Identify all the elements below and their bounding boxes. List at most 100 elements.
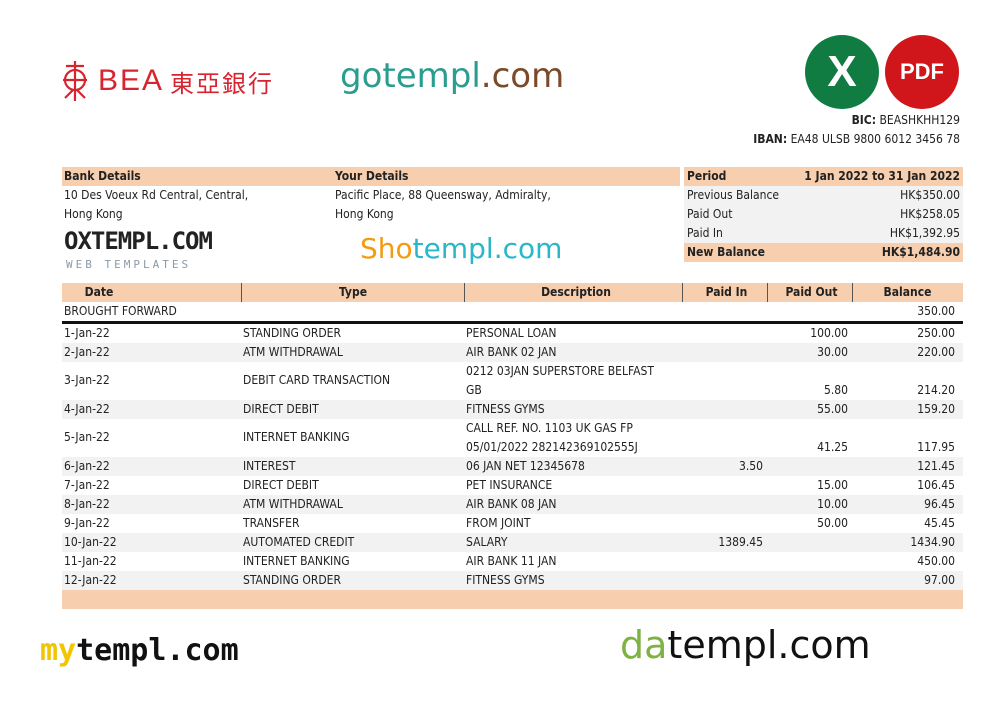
paid-in-cell: Paid In: [705, 285, 748, 299]
column-divider: [464, 283, 465, 302]
balance-cell: 214.20: [917, 383, 955, 397]
paid-out-cell: 30.00: [817, 345, 848, 359]
table-row: 4-Jan-22 DIRECT DEBIT FITNESS GYMS 55.00 159…: [62, 400, 963, 419]
gotempl-watermark: gotempl.com: [340, 56, 565, 96]
paid-out-cell: Paid Out: [785, 285, 838, 299]
type-cell: DEBIT CARD TRANSACTION: [243, 373, 391, 387]
date-cell: 1-Jan-22: [64, 326, 110, 340]
datempl-part-2: templ.com: [667, 623, 871, 667]
pdf-badge-icon[interactable]: PDF: [885, 35, 959, 109]
bank-address-2: Hong Kong: [64, 207, 123, 221]
type-cell: TRANSFER: [243, 516, 300, 530]
period-value: 1 Jan 2022 to 31 Jan 2022: [804, 169, 960, 183]
datempl-part-1: da: [620, 623, 668, 667]
table-row: 1-Jan-22 STANDING ORDER PERSONAL LOAN 100.0…: [62, 324, 963, 343]
your-address-2: Hong Kong: [335, 207, 394, 221]
type-cell: DIRECT DEBIT: [243, 402, 319, 416]
bea-emblem-icon: [63, 61, 87, 101]
bic-value: BEASHKHH129: [879, 113, 960, 127]
balance-cell: 106.45: [917, 478, 955, 492]
gotempl-part-1: gotempl: [340, 56, 481, 96]
gotempl-part-2: .com: [480, 56, 565, 96]
description-cell-line2: 05/01/2022 282142369102555J: [466, 440, 638, 454]
mytempl-watermark: mytempl.com: [40, 634, 239, 667]
iban-value: EA48 ULSB 9800 6012 3456 78: [790, 132, 960, 146]
type-cell: Type: [338, 285, 368, 299]
bank-address-1: 10 Des Voeux Rd Central, Central,: [64, 188, 249, 202]
paid-in-cell: 3.50: [738, 459, 763, 473]
previous-balance-value: HK$350.00: [900, 188, 960, 202]
balance-cell: 97.00: [924, 573, 955, 587]
balance-cell: 1434.90: [910, 535, 955, 549]
column-divider: [767, 283, 768, 302]
date-cell: 3-Jan-22: [64, 373, 110, 387]
table-row: 11-Jan-22 INTERNET BANKING AIR BANK 11 JAN…: [62, 552, 963, 571]
paid-out-cell: 50.00: [817, 516, 848, 530]
new-balance-label: New Balance: [687, 245, 765, 259]
iban-label: IBAN:: [753, 132, 788, 146]
bic-label: BIC:: [851, 113, 877, 127]
table-row: 5-Jan-22 INTERNET BANKING CALL REF. NO. 11…: [62, 419, 963, 457]
paid-out-cell: 5.80: [823, 383, 848, 397]
balance-cell: 450.00: [917, 554, 955, 568]
table-header: Date Type Description Paid In Paid Out Balanc…: [62, 283, 963, 302]
balance-cell: 159.20: [917, 402, 955, 416]
description-cell: AIR BANK 11 JAN: [466, 554, 557, 568]
type-cell: STANDING ORDER: [243, 573, 341, 587]
description-cell-line2: GB: [466, 383, 482, 397]
new-balance-value: HK$1,484.90: [881, 245, 960, 259]
column-divider: [241, 283, 242, 302]
balance-cell: Balance: [883, 285, 932, 299]
description-cell: PET INSURANCE: [466, 478, 553, 492]
brought-forward-label: BROUGHT FORWARD: [64, 304, 177, 318]
summary-box: Period 1 Jan 2022 to 31 Jan 2022 Previous…: [684, 167, 963, 262]
paid-out-cell: 55.00: [817, 402, 848, 416]
shotempl-part-1: Sho: [360, 232, 413, 265]
description-cell: CALL REF. NO. 1103 UK GAS FP: [466, 421, 633, 435]
description-cell: FITNESS GYMS: [466, 573, 545, 587]
shotempl-part-2: templ.com: [412, 232, 563, 265]
table-row: 9-Jan-22 TRANSFER FROM JOINT 50.00 45.45: [62, 514, 963, 533]
your-address-1: Pacific Place, 88 Queensway, Admiralty,: [335, 188, 551, 202]
balance-cell: 96.45: [924, 497, 955, 511]
date-cell: 7-Jan-22: [64, 478, 110, 492]
type-cell: INTERNET BANKING: [243, 430, 350, 444]
paid-in-cell: 1389.45: [718, 535, 763, 549]
brought-forward-row: BROUGHT FORWARD 350.00: [62, 302, 963, 321]
iban: IBAN: EA48 ULSB 9800 6012 3456 78: [753, 132, 960, 146]
description-cell: 0212 03JAN SUPERSTORE BELFAST: [466, 364, 654, 378]
datempl-watermark: datempl.com: [620, 623, 871, 667]
table-row: 3-Jan-22 DEBIT CARD TRANSACTION 0212 03JAN…: [62, 362, 963, 400]
description-cell: PERSONAL LOAN: [466, 326, 557, 340]
bic: BIC: BEASHKHH129: [852, 113, 960, 127]
shotempl-watermark: Shotempl.com: [360, 232, 563, 265]
description-cell: SALARY: [466, 535, 508, 549]
balance-cell: 45.45: [924, 516, 955, 530]
date-cell: 2-Jan-22: [64, 345, 110, 359]
description-cell: FITNESS GYMS: [466, 402, 545, 416]
date-cell: 12-Jan-22: [64, 573, 117, 587]
date-cell: 11-Jan-22: [64, 554, 117, 568]
paid-in-value: HK$1,392.95: [889, 226, 960, 240]
balance-cell: 117.95: [917, 440, 955, 454]
date-cell: 6-Jan-22: [64, 459, 110, 473]
logo-text: BEA: [98, 64, 165, 97]
bank-details-label: Bank Details: [64, 169, 141, 183]
excel-badge-icon[interactable]: X: [805, 35, 879, 109]
period-label: Period: [687, 169, 727, 183]
type-cell: AUTOMATED CREDIT: [243, 535, 355, 549]
description-cell: AIR BANK 02 JAN: [466, 345, 557, 359]
table-footer-bar: [62, 590, 963, 609]
table-row: 10-Jan-22 AUTOMATED CREDIT SALARY 1389.45 14…: [62, 533, 963, 552]
paid-out-cell: 10.00: [817, 497, 848, 511]
previous-balance-label: Previous Balance: [687, 188, 780, 202]
type-cell: ATM WITHDRAWAL: [243, 345, 343, 359]
date-cell: 9-Jan-22: [64, 516, 110, 530]
description-cell: Description: [541, 285, 611, 299]
date-cell: 5-Jan-22: [64, 430, 110, 444]
date-cell: 4-Jan-22: [64, 402, 110, 416]
date-cell: Date: [84, 285, 114, 299]
type-cell: INTERNET BANKING: [243, 554, 350, 568]
paid-out-cell: 15.00: [817, 478, 848, 492]
bea-logo: BEA 東亞銀行: [60, 60, 274, 102]
